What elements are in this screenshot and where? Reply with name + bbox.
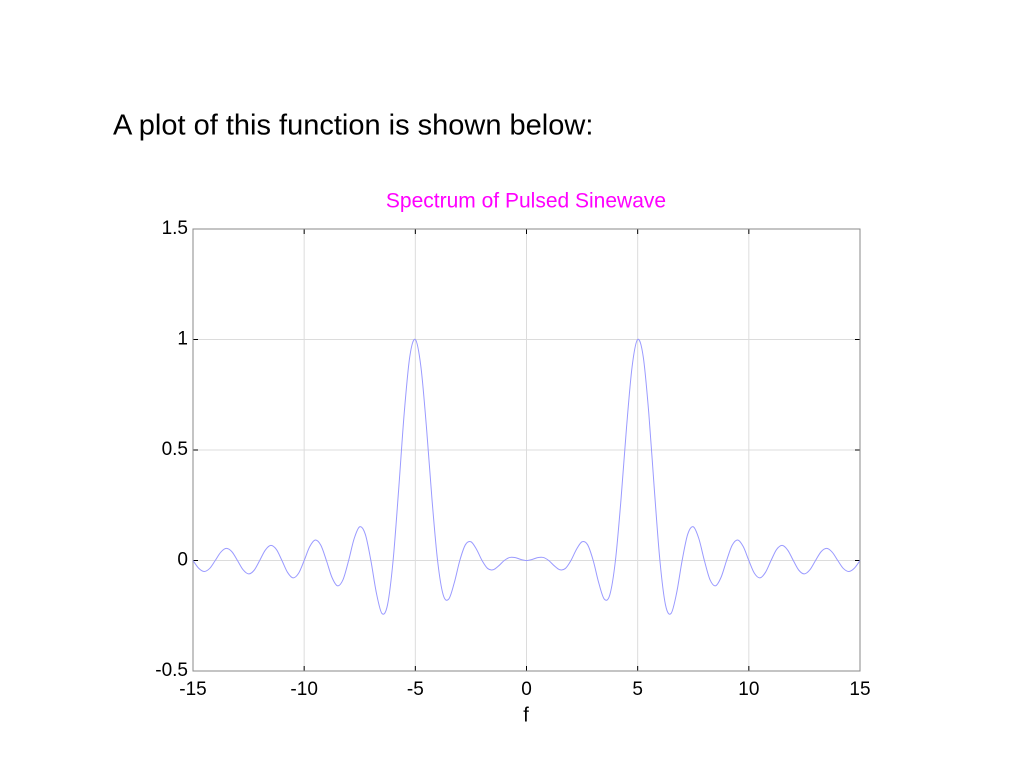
x-tick-label: 10 (738, 679, 759, 700)
x-axis-label: f (523, 704, 529, 726)
x-tick-label: 0 (521, 679, 532, 700)
x-tick-label: -5 (407, 679, 424, 700)
y-tick-label: 1 (177, 329, 188, 350)
chart-title: Spectrum of Pulsed Sinewave (386, 190, 666, 213)
x-tick-label: 15 (849, 679, 870, 700)
spectrum-line (192, 338, 861, 615)
x-tick-label: 5 (632, 679, 643, 700)
x-tick-label: -15 (179, 679, 206, 700)
y-tick-label: -0.5 (155, 660, 188, 681)
plot-frame (192, 228, 861, 672)
heading: A plot of this function is shown below: (113, 110, 593, 142)
x-tick-label: -10 (290, 679, 317, 700)
y-tick-label: 1.5 (162, 218, 188, 239)
y-tick-label: 0.5 (162, 439, 188, 460)
y-tick-label: 0 (177, 550, 188, 571)
